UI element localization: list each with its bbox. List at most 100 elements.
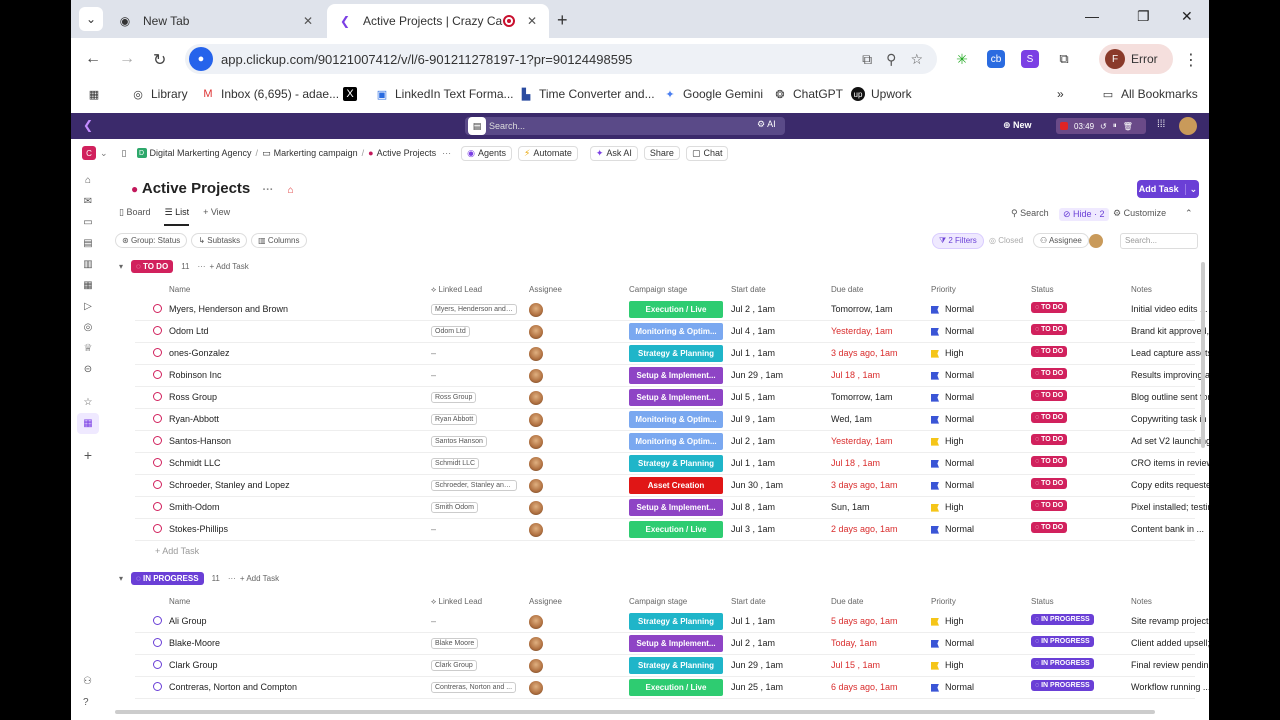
status-icon[interactable] (153, 660, 162, 669)
more-icon[interactable]: ⊝ (83, 364, 93, 375)
closed-toggle[interactable]: ◎ Closed (989, 236, 1024, 245)
page-title-text[interactable]: Active Projects (141, 180, 251, 197)
table-row[interactable]: Myers, Henderson and Brown Myers, Henders… (135, 299, 1208, 321)
more-icon[interactable]: ··· (442, 148, 452, 158)
menu-kebab-icon[interactable]: ⋮ (1183, 52, 1199, 69)
close-tab-icon[interactable]: ✕ (302, 14, 314, 28)
campaign-stage[interactable]: Strategy & Planning (629, 455, 723, 472)
notes[interactable]: Site revamp project... (1131, 616, 1209, 626)
campaign-stage[interactable]: Strategy & Planning (629, 657, 723, 674)
linked-lead[interactable]: – (431, 616, 437, 626)
spaces-icon[interactable]: ▦ (77, 413, 99, 434)
tab-add-view[interactable]: + View (203, 207, 230, 226)
filters-button[interactable]: ⧩ 2 Filters (932, 233, 984, 249)
assignee-avatar[interactable] (529, 479, 543, 493)
campaign-stage[interactable]: Asset Creation (629, 477, 723, 494)
more-icon[interactable]: ··· (227, 574, 236, 583)
notes[interactable]: Final review pendin... (1131, 660, 1209, 670)
add-task-row[interactable]: + Add Task (155, 546, 200, 556)
docs-icon[interactable]: ▤ (83, 238, 93, 249)
notes[interactable]: Results improving af... (1131, 370, 1209, 380)
column-header-linked-lead[interactable]: ⟡ Linked Lead (431, 285, 483, 294)
horizontal-scrollbar[interactable] (115, 710, 1155, 714)
priority[interactable]: High (931, 348, 964, 358)
notes[interactable]: Workflow running ... (1131, 682, 1209, 692)
timer[interactable]: 03:49 ↺ ⏸ 🗑 (1056, 118, 1146, 134)
apps-icon[interactable]: ▦ (88, 88, 100, 101)
status-badge[interactable]: ◌ TO DO (1031, 500, 1068, 511)
priority[interactable]: Normal (931, 524, 974, 534)
due-date[interactable]: Wed, 1am (831, 414, 872, 424)
home-icon[interactable]: ⌂ (287, 185, 294, 196)
status-icon[interactable] (153, 436, 162, 445)
status-icon[interactable] (153, 370, 162, 379)
task-name[interactable]: Ryan-Abbott (169, 414, 220, 424)
linked-lead[interactable]: Odom Ltd (431, 326, 470, 337)
notes[interactable]: Content bank in ... (1131, 524, 1205, 534)
linked-lead[interactable]: – (431, 370, 437, 380)
breadcrumb-folder[interactable]: Markerting campaign (273, 148, 358, 158)
mic-icon[interactable]: ● (189, 47, 213, 71)
start-date[interactable]: Jul 3 , 1am (731, 524, 776, 534)
start-date[interactable]: Jul 1 , 1am (731, 348, 776, 358)
assignee-filter-button[interactable]: ⚇ Assignee (1033, 233, 1089, 248)
notes[interactable]: Ad set V2 launching... (1131, 436, 1209, 446)
status-icon[interactable] (153, 524, 162, 533)
help-icon[interactable]: ? (83, 697, 89, 708)
notes[interactable]: Initial video edits ... (1131, 304, 1208, 314)
assignee-avatar[interactable] (529, 435, 543, 449)
column-header-assignee[interactable]: Assignee (529, 285, 562, 294)
column-header-status[interactable]: Status (1031, 285, 1054, 294)
status-badge[interactable]: ◌ TO DO (1031, 346, 1068, 357)
status-badge[interactable]: ◌ TO DO (1031, 522, 1068, 533)
status-badge[interactable]: ◌ IN PROGRESS (1031, 614, 1094, 625)
task-name[interactable]: Blake-Moore (169, 638, 221, 648)
forward-icon[interactable]: → (119, 50, 135, 67)
list-search-input[interactable]: Search... (1120, 233, 1198, 249)
group-status-badge[interactable]: ◌ TO DO (131, 260, 174, 273)
assignee-avatar[interactable] (529, 659, 543, 673)
subtasks-button[interactable]: ↳ Subtasks (191, 233, 248, 248)
start-date[interactable]: Jul 1 , 1am (731, 458, 776, 468)
status-icon[interactable] (153, 392, 162, 401)
notes[interactable]: Brand kit approved, ... (1131, 326, 1209, 336)
tab-active-projects[interactable]: ❮ Active Projects | Crazy Cars ✕ (327, 4, 549, 38)
status-badge[interactable]: ◌ TO DO (1031, 478, 1068, 489)
profile-button[interactable]: F Error (1099, 44, 1173, 74)
linked-lead[interactable]: Contreras, Norton and ... (431, 682, 517, 693)
column-header-linked-lead[interactable]: ⟡ Linked Lead (431, 597, 483, 606)
status-badge[interactable]: ◌ IN PROGRESS (1031, 636, 1094, 647)
calendar-icon[interactable]: ▤ (468, 117, 486, 135)
history-icon[interactable]: ↺ (1100, 121, 1107, 131)
due-date[interactable]: 3 days ago, 1am (831, 480, 898, 490)
assignee-avatar[interactable] (529, 325, 543, 339)
notes[interactable]: Lead capture assets ... (1131, 348, 1209, 358)
status-icon[interactable] (153, 458, 162, 467)
chat-button[interactable]: ▢ Chat (685, 145, 729, 161)
due-date[interactable]: Jul 18 , 1am (831, 458, 881, 468)
task-name[interactable]: Santos-Hanson (169, 436, 232, 446)
goals-icon[interactable]: ♕ (83, 343, 93, 354)
table-row[interactable]: Ross Group Ross Group Setup & Implement...… (135, 387, 1209, 409)
hide-button[interactable]: ⊘ Hide · 2 (1059, 208, 1109, 221)
notes[interactable]: Blog outline sent for... (1131, 392, 1209, 402)
assignee-avatar[interactable] (529, 637, 543, 651)
start-date[interactable]: Jul 2 , 1am (731, 304, 776, 314)
start-date[interactable]: Jul 2 , 1am (731, 638, 776, 648)
extension-s-icon[interactable]: S (1021, 50, 1039, 68)
more-bookmarks-icon[interactable]: » (1057, 87, 1064, 101)
video-icon[interactable]: ▷ (84, 301, 92, 312)
table-row[interactable]: Ryan-Abbott Ryan Abbott Monitoring & Optim… (135, 409, 1209, 431)
due-date[interactable]: Tomorrow, 1am (831, 392, 893, 402)
priority[interactable]: Normal (931, 414, 974, 424)
start-date[interactable]: Jul 5 , 1am (731, 392, 776, 402)
start-date[interactable]: Jun 25 , 1am (731, 682, 784, 692)
breadcrumb-list[interactable]: Active Projects (376, 148, 437, 158)
priority[interactable]: Normal (931, 304, 974, 314)
table-row[interactable]: Blake-Moore Blake Moore Setup & Implement.… (135, 633, 1209, 655)
status-icon[interactable] (153, 348, 162, 357)
task-name[interactable]: Schmidt LLC (169, 458, 221, 468)
due-date[interactable]: Today, 1am (831, 638, 877, 648)
campaign-stage[interactable]: Execution / Live (629, 301, 723, 318)
collapse-icon[interactable]: ⌃ (1185, 208, 1193, 218)
